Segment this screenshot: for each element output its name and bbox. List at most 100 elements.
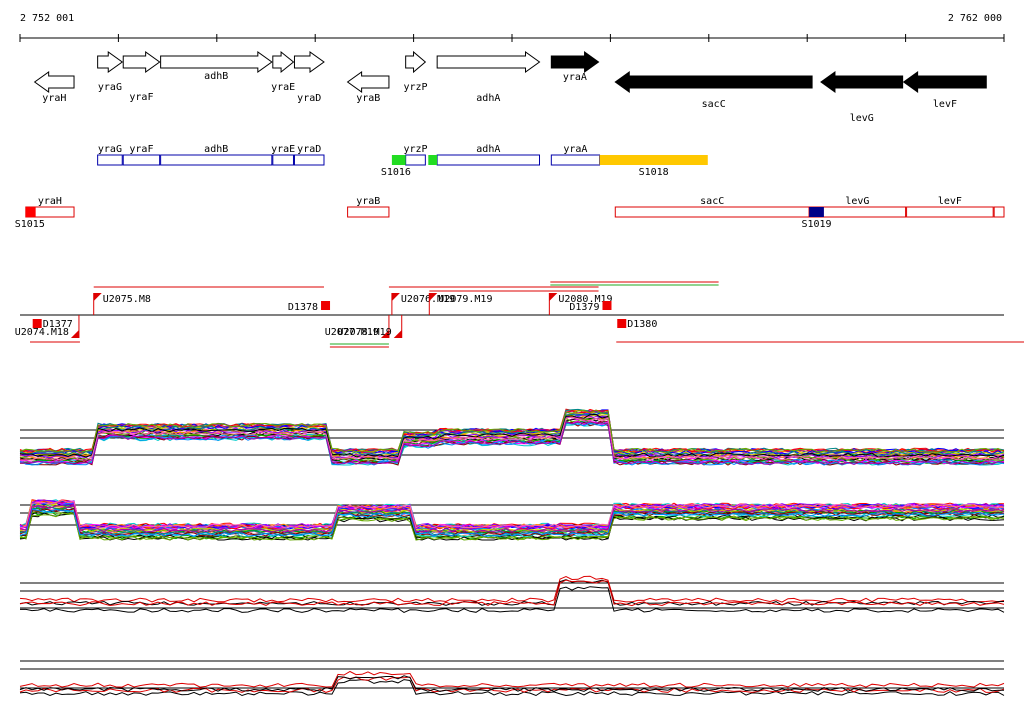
gene-label-adhB: adhB [204,71,228,82]
annotation-box-adhB [160,154,273,166]
gene-arrow-yrzP [405,50,427,74]
tu-flag [429,293,438,301]
annotation-label-yraE: yraE [271,144,295,155]
gene-arrow-yraH [33,71,75,93]
coordinate-end-label: 2 762 000 [947,13,1002,24]
tu-label-U2078.M19: U2078.M19 [338,327,392,338]
feature-label-S1015: S1015 [15,219,45,230]
tu-flag [70,330,79,338]
annotation-box-yrzP [405,154,426,166]
feature-label-S1019: S1019 [801,219,831,230]
annotation-box-unnamed [993,206,1005,218]
terminator-mark [602,301,612,310]
terminator-label-D1379: D1379 [569,302,599,313]
profile-line [19,507,1005,537]
profile-panel-profile-plus-many [19,408,1005,466]
terminator-label-D1378: D1378 [288,302,318,313]
annotation-box-yraA [550,154,601,166]
annotation-box-yraD [293,154,325,166]
annotation-label-yraH: yraH [38,196,62,207]
profile-line [19,579,1005,606]
gene-label-adhA: adhA [476,93,500,104]
feature-mark-S1015 [25,207,36,217]
annotation-label-levG: levG [845,196,869,207]
expression-profiles [19,408,1005,697]
terminator-label-D1380: D1380 [627,319,657,330]
terminator-mark [32,319,42,328]
profile-line [19,413,1005,458]
annotation-label-yraB: yraB [356,196,380,207]
profile-panel-profile-minus-few [19,660,1005,697]
gene-label-levG: levG [850,113,874,124]
gene-label-yraB: yraB [356,93,380,104]
annotation-track-plus: yraG yraF adhB yraE yraD yrzP adhA yraA S1016 S10… [97,144,708,178]
profile-line [19,421,1005,466]
annotation-box-yraF [122,154,161,166]
annotation-label-yraG: yraG [98,144,122,155]
gene-arrow-yraD [293,51,325,73]
profile-line [19,676,1005,693]
profile-panel-profile-plus-few [19,575,1005,613]
gene-label-levF: levF [933,99,957,110]
annotation-label-sacC: sacC [700,196,724,207]
annotation-label-adhA: adhA [476,144,500,155]
gene-arrow-adhA [436,51,541,73]
annotation-label-yraA: yraA [563,144,587,155]
profile-line [19,579,1005,607]
profile-line [19,575,1005,603]
annotation-box-levF [906,206,994,218]
feature-mark-S1018 [599,155,708,165]
gene-label-yraD: yraD [297,93,321,104]
annotation-box-yraE [272,154,294,166]
gene-label-yraA: yraA [563,72,587,83]
tu-label-U2080.M19: U2080.M19 [558,294,612,305]
gene-label-yraH: yraH [42,93,66,104]
annotation-label-levF: levF [938,196,962,207]
profile-line [19,499,1005,529]
tu-label-U2077.M19: U2077.M19 [325,327,379,338]
terminator-mark [321,301,331,310]
coordinate-ruler [19,34,1005,42]
gene-arrow-levG [820,71,904,93]
feature-label-S1016: S1016 [381,167,411,178]
profile-line [19,512,1005,541]
annotation-box-yraG [97,154,123,166]
tu-label-U2079.M19: U2079.M19 [438,294,492,305]
tu-label-U2075.M8: U2075.M8 [103,294,151,305]
profile-line [19,670,1005,688]
gene-label-yraE: yraE [271,82,295,93]
tu-flag [549,293,558,301]
gene-arrow-yraA [550,51,600,73]
gene-label-sacC: sacC [702,99,726,110]
profile-panel-profile-minus-many [19,499,1005,541]
annotation-box-adhA [436,154,541,166]
profile-line [19,679,1005,697]
profile-line [19,503,1005,533]
annotation-box-yraB [347,206,390,218]
gene-label-yraG: yraG [98,82,122,93]
feature-mark-S1019 [809,207,824,217]
gene-arrow-yraG [97,51,124,73]
tu-flag [93,293,102,301]
tu-flag [380,330,389,338]
gene-label-yrzP: yrzP [403,82,427,93]
terminator-mark [617,319,627,328]
profile-line [19,504,1005,533]
gene-arrow-yraF [122,51,161,73]
annotation-label-yrzP: yrzP [403,144,427,155]
tu-flag [393,330,402,338]
tu-flag [391,293,400,301]
annotation-label-yraF: yraF [129,144,153,155]
profile-line [19,508,1005,537]
profile-line [19,675,1005,692]
terminator-label-D1377: D1377 [43,319,73,330]
annotation-box-sacC [614,206,810,218]
profile-line [19,512,1005,541]
gene-arrow-adhB [160,51,273,73]
profile-line [19,411,1005,455]
profile-line [20,586,1005,613]
